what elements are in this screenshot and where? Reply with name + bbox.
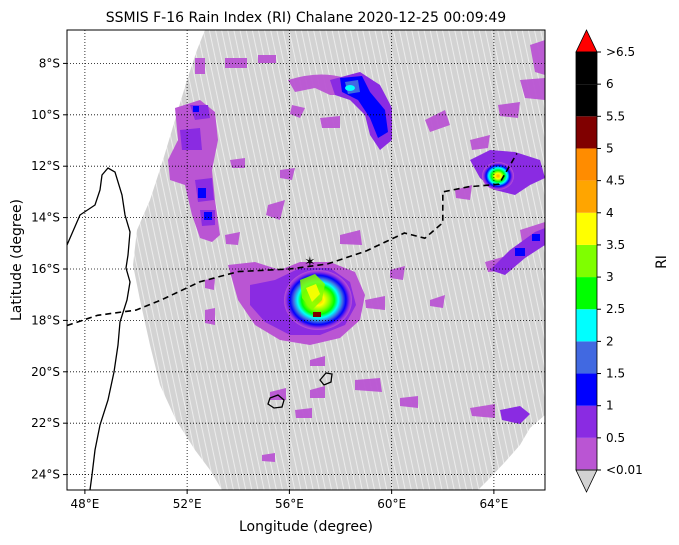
colorbar-segment: [576, 309, 597, 342]
map-area: ✶: [67, 30, 545, 490]
colorbar-tick-label: 4.5: [606, 174, 625, 188]
colorbar-tick-label: 4: [606, 206, 614, 220]
y-axis-label: Latitude (degree): [9, 199, 25, 321]
colorbar-under-arrow: [575, 469, 598, 493]
y-tick-label: 22°S: [31, 416, 60, 430]
map-frame: [66, 29, 546, 491]
chart-title: SSMIS F-16 Rain Index (RI) Chalane 2020-…: [106, 10, 506, 26]
colorbar-segment: [576, 212, 597, 245]
y-tick-label: 16°S: [31, 262, 60, 276]
colorbar: >6.5 6 5.5 5 4.5 4 3.5 3 2.5 2 1.5 1 0.5 <0.01: [575, 29, 643, 493]
colorbar-segment: [576, 52, 597, 85]
colorbar-segment: [576, 341, 597, 374]
colorbar-over-arrow: [575, 29, 598, 53]
island-mauritius: [319, 372, 333, 386]
colorbar-segment: [576, 405, 597, 438]
colorbar-segment: [576, 437, 597, 470]
colorbar-tick-label: 1: [606, 399, 614, 413]
colorbar-tick-label: 5: [606, 141, 614, 155]
y-axis-ticks: 8°S 10°S 12°S 14°S 16°S 18°S 20°S 22°S 24°S: [31, 56, 67, 482]
y-tick-label: 18°S: [31, 313, 60, 327]
island-reunion: [267, 394, 285, 409]
colorbar-frame: [575, 51, 598, 471]
colorbar-segment: [576, 180, 597, 213]
y-tick-label: 14°S: [31, 211, 60, 225]
current-position-marker: ✶: [304, 254, 316, 270]
x-tick-label: 60°E: [377, 497, 406, 511]
y-tick-label: 10°S: [31, 108, 60, 122]
x-axis-label: Longitude (degree): [239, 519, 373, 535]
colorbar-tick-label: 2: [606, 334, 614, 348]
colorbar-tick-label: 0.5: [606, 431, 625, 445]
x-tick-label: 56°E: [275, 497, 304, 511]
colorbar-tick-label: >6.5: [606, 45, 635, 59]
x-tick-label: 48°E: [70, 497, 99, 511]
x-tick-label: 52°E: [173, 497, 202, 511]
colorbar-tick-label: <0.01: [606, 463, 643, 477]
y-tick-label: 12°S: [31, 159, 60, 173]
rain-east-cell: [482, 162, 514, 190]
colorbar-tick-label: 3.5: [606, 238, 625, 252]
colorbar-tick-label: 3: [606, 270, 614, 284]
colorbar-tick-label: 1.5: [606, 367, 625, 381]
colorbar-segment: [576, 244, 597, 278]
colorbar-tick-label: 5.5: [606, 109, 625, 123]
coastline-madagascar: [67, 167, 131, 490]
y-tick-label: 20°S: [31, 365, 60, 379]
rain-south-patch: [500, 406, 530, 424]
colorbar-segment: [576, 116, 597, 149]
colorbar-segment: [576, 148, 597, 181]
colorbar-tick-label: 6: [606, 77, 614, 91]
storm-track: [67, 152, 518, 327]
colorbar-segment: [576, 373, 597, 406]
x-axis-ticks: 48°E 52°E 56°E 60°E 64°E: [70, 490, 508, 511]
y-tick-label: 8°S: [39, 56, 60, 70]
colorbar-label: RI: [654, 255, 670, 269]
colorbar-segment: [576, 277, 597, 310]
colorbar-tick-label: 2.5: [606, 302, 625, 316]
y-tick-label: 24°S: [31, 468, 60, 482]
x-tick-label: 64°E: [479, 497, 508, 511]
colorbar-segment: [576, 84, 597, 117]
